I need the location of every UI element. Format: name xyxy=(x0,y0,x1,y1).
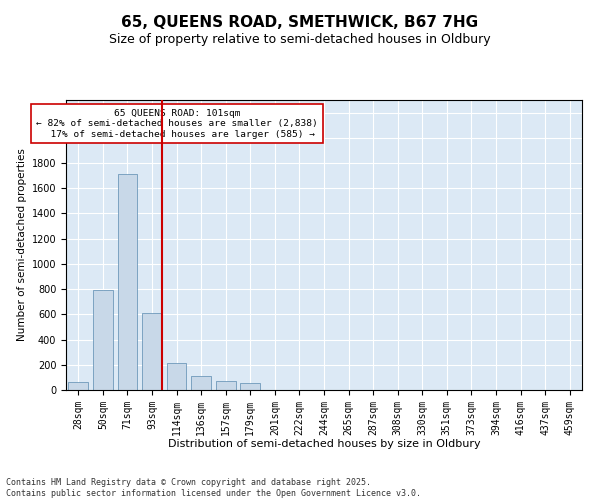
Bar xyxy=(241,383,260,390)
Text: 65, QUEENS ROAD, SMETHWICK, B67 7HG: 65, QUEENS ROAD, SMETHWICK, B67 7HG xyxy=(121,15,479,30)
Bar xyxy=(167,363,187,390)
Bar xyxy=(118,174,137,390)
Y-axis label: Number of semi-detached properties: Number of semi-detached properties xyxy=(17,148,28,342)
Bar xyxy=(191,376,211,390)
Text: Contains HM Land Registry data © Crown copyright and database right 2025.
Contai: Contains HM Land Registry data © Crown c… xyxy=(6,478,421,498)
Bar xyxy=(93,290,113,390)
Text: Size of property relative to semi-detached houses in Oldbury: Size of property relative to semi-detach… xyxy=(109,32,491,46)
Bar xyxy=(68,382,88,390)
Bar xyxy=(216,380,236,390)
Bar xyxy=(142,313,162,390)
X-axis label: Distribution of semi-detached houses by size in Oldbury: Distribution of semi-detached houses by … xyxy=(167,439,481,449)
Text: 65 QUEENS ROAD: 101sqm
← 82% of semi-detached houses are smaller (2,838)
  17% o: 65 QUEENS ROAD: 101sqm ← 82% of semi-det… xyxy=(36,108,318,138)
